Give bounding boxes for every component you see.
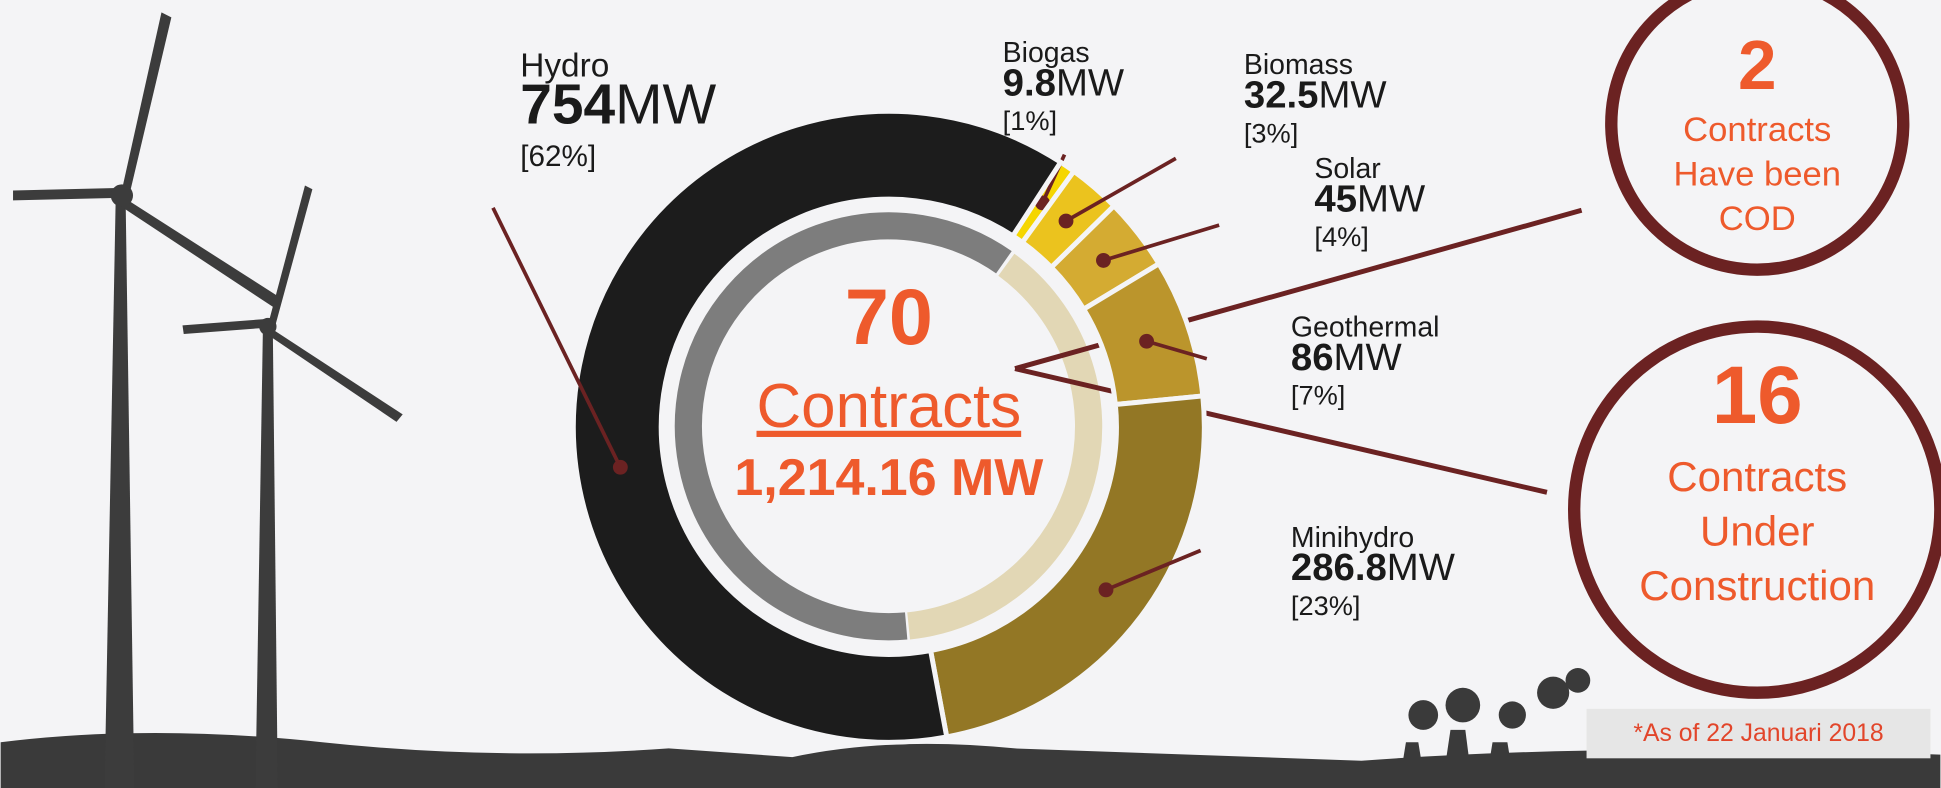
share-label: [3%] <box>1244 117 1298 148</box>
value-label: 9.8MW <box>1003 61 1125 104</box>
status-label: Contracts <box>1667 453 1847 500</box>
contracts-count: 70 <box>845 272 933 361</box>
status-label: Contracts <box>1683 111 1831 149</box>
status-label: Under <box>1700 508 1815 555</box>
status-count: 2 <box>1738 26 1777 104</box>
leader-dot <box>1096 253 1111 268</box>
leader-dot <box>613 460 628 475</box>
value-number: 286.8 <box>1291 546 1387 589</box>
status-label: Have been <box>1674 156 1841 194</box>
status-label: Construction <box>1639 562 1875 609</box>
value-number: 9.8 <box>1003 61 1056 104</box>
share-label: [1%] <box>1003 105 1057 136</box>
leader-dot <box>1099 582 1114 597</box>
value-unit: MW <box>1318 74 1387 117</box>
leader-dot <box>1059 214 1074 229</box>
value-label: 286.8MW <box>1291 546 1456 589</box>
value-unit: MW <box>1056 61 1125 104</box>
note: *As of 22 Januari 2018 <box>1633 720 1883 747</box>
contracts-label: Contracts <box>757 372 1022 441</box>
share-label: [62%] <box>520 140 596 173</box>
value-label: 32.5MW <box>1244 74 1388 117</box>
value-number: 45 <box>1314 178 1357 221</box>
value-label: 754MW <box>520 73 716 137</box>
value-number: 86 <box>1291 336 1334 379</box>
total-capacity: 1,214.16 MW <box>734 449 1043 507</box>
value-unit: MW <box>1357 178 1426 221</box>
share-label: [23%] <box>1291 590 1361 621</box>
value-label: 45MW <box>1314 178 1426 221</box>
leader-dot <box>1139 334 1154 349</box>
value-number: 32.5 <box>1244 74 1319 117</box>
share-label: [7%] <box>1291 380 1345 411</box>
value-label: 86MW <box>1291 336 1403 379</box>
infographic: 70 Contracts 1,214.16 MW 2 Contracts Hav… <box>0 0 1941 788</box>
status-count: 16 <box>1712 350 1803 441</box>
value-unit: MW <box>615 73 716 137</box>
status-label: COD <box>1719 200 1796 238</box>
value-unit: MW <box>1334 336 1403 379</box>
value-unit: MW <box>1387 546 1456 589</box>
share-label: [4%] <box>1314 221 1368 252</box>
value-number: 754 <box>520 73 615 137</box>
